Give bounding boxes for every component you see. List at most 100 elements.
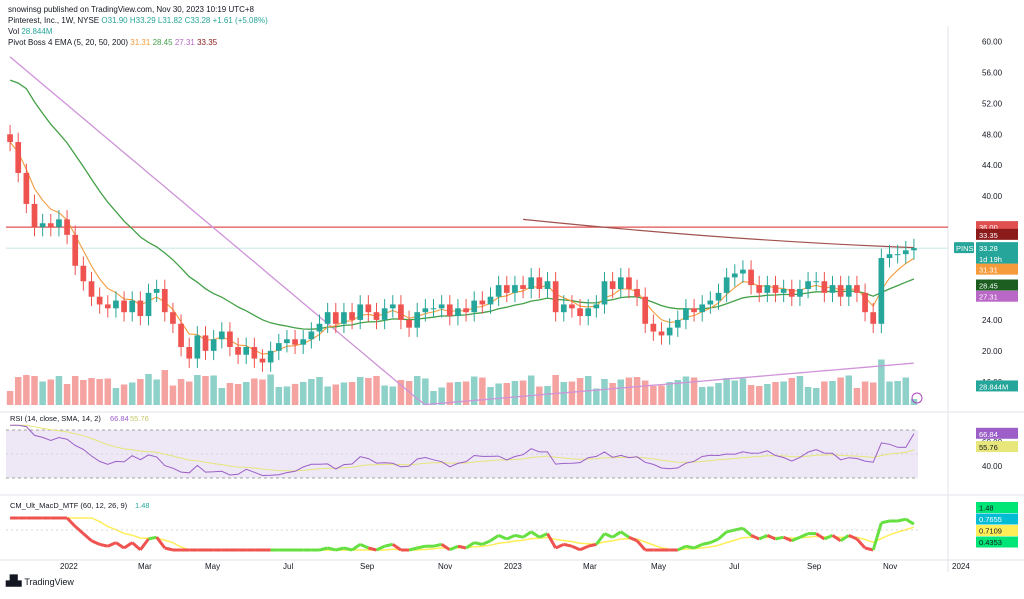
time-tick-label: Mar <box>583 562 597 571</box>
macd-line-segment <box>155 536 166 549</box>
candle-body <box>56 219 62 228</box>
candle-body <box>47 223 54 228</box>
macd-line-segment <box>848 534 858 541</box>
ema200-value: 33.35 <box>197 38 218 47</box>
volume-value: 28.844M <box>21 27 53 36</box>
candle-body <box>145 292 152 317</box>
volume-bar <box>560 382 568 405</box>
price-label-box <box>976 263 1018 275</box>
chart-header: snowinsg published on TradingView.com, N… <box>8 4 268 48</box>
volume-bar <box>161 370 169 405</box>
volume-bar <box>503 383 511 405</box>
volume-bar <box>194 375 201 405</box>
macd-line-segment <box>530 530 541 539</box>
macd-line-segment <box>408 546 418 552</box>
candle-body <box>894 254 901 256</box>
price-tick-label: 44.00 <box>982 161 1003 170</box>
macd-line-segment <box>473 541 483 546</box>
volume-bar <box>739 378 747 405</box>
volume-bar <box>796 376 804 405</box>
rsi-ma-legend-value: 55.76 <box>130 414 149 423</box>
volume-bar <box>332 384 340 405</box>
candle-body <box>129 300 136 313</box>
volume-bar <box>511 381 519 405</box>
candle-body <box>495 285 502 297</box>
candle-body <box>731 273 738 278</box>
volume-bar <box>625 377 633 405</box>
macd-value-text: 0.7655 <box>979 515 1002 524</box>
volume-bar <box>120 384 128 405</box>
price-tick-label: 52.00 <box>982 99 1003 108</box>
volume-bar <box>14 377 22 405</box>
volume-label: Vol <box>8 27 20 36</box>
candle-body <box>259 358 266 363</box>
volume-bar <box>764 384 771 405</box>
volume-bar <box>821 381 828 405</box>
candle-body <box>585 308 592 317</box>
macd-line-segment <box>855 537 867 550</box>
candle-body <box>674 319 681 328</box>
volume-legend[interactable]: Vol 28.844M <box>8 26 268 37</box>
macd-legend-value: 1.48 <box>135 501 150 510</box>
price-tick-label: 24.00 <box>982 316 1003 325</box>
volume-bar <box>682 376 690 405</box>
candle-body <box>72 234 79 266</box>
time-tick-label: Sep <box>360 562 375 571</box>
volume-bar <box>275 387 283 405</box>
ema-legend[interactable]: Pivot Boss 4 EMA (5, 20, 50, 200) 31.31 … <box>8 37 268 48</box>
rsi-legend-label: RSI (14, close, SMA, 14, 2) <box>10 414 101 423</box>
volume-bar <box>137 379 144 405</box>
volume-bar <box>853 388 861 405</box>
price-label-box <box>976 279 1018 291</box>
volume-bar <box>128 382 136 405</box>
candle-body <box>455 308 461 317</box>
volume-bar <box>470 376 478 405</box>
macd-line-segment <box>391 543 402 552</box>
volume-bar <box>373 376 380 405</box>
time-tick-label: Nov <box>883 562 897 571</box>
volume-bar <box>723 378 730 405</box>
time-tick-label: 2024 <box>952 562 970 571</box>
candle-body <box>406 319 412 328</box>
macd-line-segment <box>750 534 760 541</box>
time-tick-label: May <box>205 562 220 571</box>
volume-bar <box>234 384 242 405</box>
rsi-value-text: 55.76 <box>979 443 998 452</box>
candle-body <box>137 300 144 317</box>
ema5-line <box>9 141 915 355</box>
candle-body <box>275 343 282 351</box>
rsi-value-box <box>976 441 1018 453</box>
time-tick-label: 2023 <box>504 562 522 571</box>
candle-body <box>862 292 868 313</box>
volume-bar <box>88 378 95 405</box>
macd-line-segment <box>815 532 826 541</box>
candle-body <box>552 281 559 313</box>
tradingview-logo[interactable]: ▟▙ TradingView <box>6 576 74 587</box>
volume-bar <box>674 380 682 405</box>
instrument-line: Pinterest, Inc., 1W, NYSE O31.90 H33.29 … <box>8 15 268 26</box>
candle-body <box>202 335 209 351</box>
macd-line-segment <box>522 530 533 539</box>
candle-body <box>691 308 697 313</box>
macd-line-segment <box>563 542 573 548</box>
volume-bar <box>23 375 30 405</box>
volume-bar <box>527 375 535 405</box>
volume-bar <box>185 381 193 405</box>
volume-bar <box>365 378 372 405</box>
macd-value-box <box>976 525 1018 536</box>
volume-bar <box>568 381 576 405</box>
macd-line-segment <box>905 517 915 526</box>
candle-body <box>617 277 624 289</box>
candle-body <box>626 277 632 289</box>
macd-line-segment <box>433 542 442 548</box>
macd-line-segment <box>359 543 369 550</box>
volume-bar <box>837 377 844 405</box>
candle-body <box>805 281 811 289</box>
volume-bar <box>430 391 437 405</box>
volume-bar <box>886 381 893 405</box>
macd-line-segment <box>107 541 117 548</box>
macd-line-segment <box>457 544 467 550</box>
macd-line-segment <box>506 534 516 541</box>
volume-bar <box>479 377 486 405</box>
time-tick-label: Sep <box>807 562 822 571</box>
